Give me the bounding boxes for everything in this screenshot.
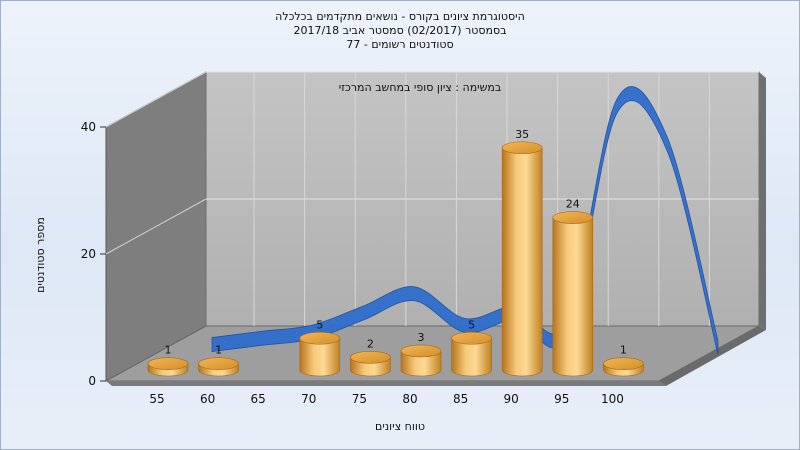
bar-value-label: 2 [367, 337, 374, 350]
x-tick-label: 95 [554, 392, 569, 406]
x-tick-label: 60 [200, 392, 215, 406]
bar [400, 344, 442, 377]
x-tick-label: 90 [504, 392, 519, 406]
chart-subtitle: במשימה : ציון סופי במחשב המרכזי [339, 81, 502, 94]
x-tick-label: 80 [402, 392, 417, 406]
x-tick-labels: 55 60 65 70 75 80 85 90 95 100 [149, 392, 623, 406]
x-tick-label: 55 [149, 392, 164, 406]
bar-top [350, 350, 391, 364]
bar-value-label: 5 [468, 318, 475, 331]
y-tick-label: 0 [88, 374, 96, 388]
floor-front-edge [106, 381, 666, 386]
y-tick-label: 40 [81, 120, 96, 134]
side-gridline [105, 198, 207, 255]
bar-body [552, 217, 594, 377]
bar [451, 331, 492, 377]
y-tick-label: 20 [81, 247, 96, 261]
floor-right-edge [659, 326, 766, 386]
bar-top [451, 331, 492, 345]
x-tick-label: 75 [352, 392, 367, 406]
side-gridline [105, 71, 207, 128]
bar-value-label: 5 [316, 318, 323, 331]
curve-ribbon [211, 86, 719, 355]
bar-value-label: 1 [215, 344, 222, 357]
bar-top [552, 211, 594, 224]
bar-top [198, 357, 239, 370]
bar-top [147, 357, 189, 370]
bar [603, 357, 644, 377]
bar-top [501, 141, 543, 155]
bar [552, 211, 594, 377]
bar [299, 331, 341, 377]
x-tick-label: 85 [453, 392, 468, 406]
bar-top [299, 331, 341, 345]
x-axis-title: טווח ציונים [375, 420, 425, 433]
bars [147, 141, 644, 377]
bar-value-label: 1 [620, 344, 627, 357]
bar-body [501, 147, 543, 377]
chart-title-line-1: היסטוגרמת ציונים בקורס - נושאים מתקדמים … [275, 10, 525, 23]
x-tick-label: 65 [251, 392, 266, 406]
x-tick-label: 70 [301, 392, 316, 406]
bar [147, 357, 189, 377]
back-wall-right-edge [759, 72, 766, 330]
chart-title-line-3: סטודנטים רשומים - 77 [346, 38, 454, 51]
bar-value-label: 35 [515, 128, 529, 141]
bar-body [299, 337, 341, 377]
bar [350, 350, 391, 377]
bar-body [451, 337, 492, 377]
gridlines [105, 71, 759, 326]
distribution-curve [211, 86, 719, 355]
x-tick-label: 100 [601, 392, 624, 406]
chart-title-line-2: בסמסטר (02/2017) סמסטר אביב 2017/18 [293, 24, 507, 37]
bar-value-label: 1 [165, 344, 172, 357]
bar [501, 141, 543, 377]
y-tick-labels: 0 20 40 [81, 120, 106, 388]
bar-value-label: 3 [418, 331, 425, 344]
bar [198, 357, 239, 377]
bar-top [400, 344, 442, 358]
bar-body [400, 350, 442, 377]
bar-value-label: 24 [566, 198, 580, 211]
y-axis-title: מספר סטודנטים [34, 217, 47, 293]
bar-top [603, 357, 644, 370]
